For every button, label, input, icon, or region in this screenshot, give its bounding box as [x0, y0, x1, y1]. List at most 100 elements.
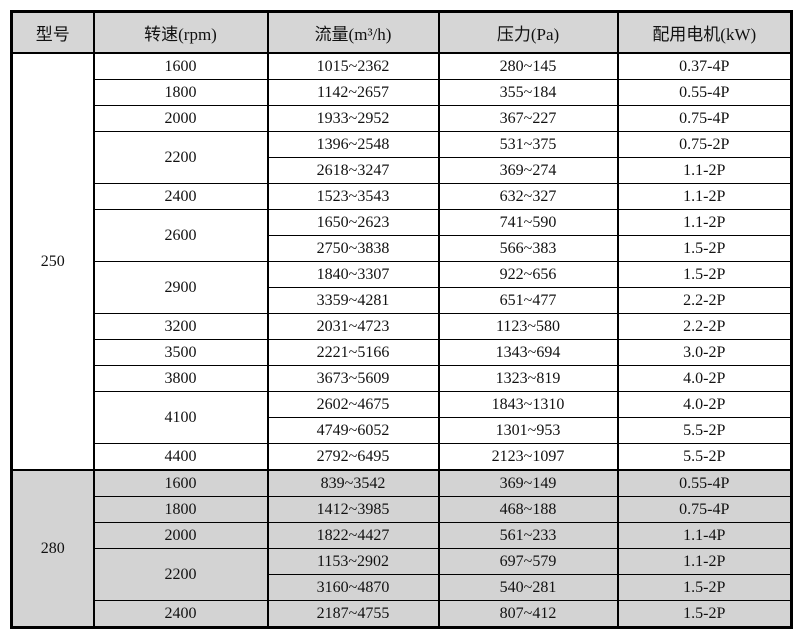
motor-cell: 2.2-2P [616, 287, 793, 314]
pressure-cell: 741~590 [437, 209, 619, 236]
table-row: 1800 1142~2657 355~184 0.55-4P [12, 79, 793, 106]
table-row: 1800 1412~3985 468~188 0.75-4P [12, 496, 793, 523]
model-cell: 280 [10, 469, 95, 628]
table-row: 2400 1523~3543 632~327 1.1-2P [12, 183, 793, 210]
header-cell-motor: 配用电机(kW) [616, 11, 793, 54]
model-cell: 250 [10, 52, 95, 471]
table-row: 4400 2792~6495 2123~1097 5.5-2P [12, 443, 793, 471]
table-row: 2900 1840~3307 922~656 1.5-2P [12, 261, 793, 314]
motor-cell: 1.1-2P [616, 183, 793, 210]
rpm-cell: 2200 [92, 131, 269, 184]
flow-cell: 1412~3985 [266, 496, 440, 523]
motor-cell: 1.5-2P [616, 600, 793, 628]
table-row: 2600 1650~2623 741~590 1.1-2P [12, 209, 793, 262]
motor-cell: 0.55-4P [616, 79, 793, 106]
table-body: 250 1600 1015~2362 280~145 0.37-4P 1800 1142~2… [10, 52, 793, 628]
pressure-cell: 1843~1310 [437, 391, 619, 418]
pressure-cell: 651~477 [437, 287, 619, 314]
motor-cell: 1.1-2P [616, 548, 793, 575]
rpm-cell: 2000 [92, 522, 269, 549]
table-row: 2400 2187~4755 807~412 1.5-2P [12, 600, 793, 628]
header-cell-rpm: 转速(rpm) [92, 11, 269, 54]
table-row: 2618~3247 369~274 1.1-2P [12, 157, 793, 184]
rpm-cell: 1600 [92, 52, 269, 80]
header-cell-pressure: 压力(Pa) [437, 11, 619, 54]
header-row: 型号 转速(rpm) 流量(m³/h) 压力(Pa) 配用电机(kW) [10, 11, 793, 54]
spec-table: 型号 转速(rpm) 流量(m³/h) 压力(Pa) 配用电机(kW) 250 1… [10, 10, 793, 629]
rpm-cell: 4100 [92, 391, 269, 444]
pressure-cell: 1343~694 [437, 339, 619, 366]
rpm-cell: 2900 [92, 261, 269, 314]
flow-cell: 839~3542 [266, 469, 440, 497]
pressure-cell: 280~145 [437, 52, 619, 80]
flow-cell: 3160~4870 [266, 574, 440, 601]
motor-cell: 5.5-2P [616, 417, 793, 444]
rpm-cell: 2200 [92, 548, 269, 601]
rpm-cell: 1600 [92, 469, 269, 497]
flow-cell: 2792~6495 [266, 443, 440, 471]
table-row: 4749~6052 1301~953 5.5-2P [12, 417, 793, 444]
rpm-cell: 2600 [92, 209, 269, 262]
flow-cell: 1015~2362 [266, 52, 440, 80]
motor-cell: 1.5-2P [616, 261, 793, 288]
pressure-cell: 540~281 [437, 574, 619, 601]
table-row: 3359~4281 651~477 2.2-2P [12, 287, 793, 314]
table-row: 3800 3673~5609 1323~819 4.0-2P [12, 365, 793, 392]
flow-cell: 1822~4427 [266, 522, 440, 549]
rpm-cell: 4400 [92, 443, 269, 471]
rpm-cell: 3500 [92, 339, 269, 366]
table-row: 2000 1822~4427 561~233 1.1-4P [12, 522, 793, 549]
pressure-cell: 561~233 [437, 522, 619, 549]
flow-cell: 1396~2548 [266, 131, 440, 158]
flow-cell: 2031~4723 [266, 313, 440, 340]
motor-cell: 1.5-2P [616, 574, 793, 601]
pressure-cell: 1123~580 [437, 313, 619, 340]
motor-cell: 1.1-2P [616, 157, 793, 184]
pressure-cell: 632~327 [437, 183, 619, 210]
table-row: 250 1600 1015~2362 280~145 0.37-4P [10, 52, 793, 471]
pressure-cell: 1323~819 [437, 365, 619, 392]
table-row: 2200 1153~2902 697~579 1.1-2P [12, 548, 793, 601]
table-row: 2750~3838 566~383 1.5-2P [12, 235, 793, 262]
pressure-cell: 2123~1097 [437, 443, 619, 471]
rpm-cell: 1800 [92, 79, 269, 106]
pressure-cell: 369~149 [437, 469, 619, 497]
rpm-cell: 2000 [92, 105, 269, 132]
flow-cell: 2618~3247 [266, 157, 440, 184]
flow-cell: 1142~2657 [266, 79, 440, 106]
pressure-cell: 807~412 [437, 600, 619, 628]
motor-cell: 0.37-4P [616, 52, 793, 80]
table-row: 2200 1396~2548 531~375 0.75-2P [12, 131, 793, 184]
flow-cell: 1933~2952 [266, 105, 440, 132]
flow-cell: 1153~2902 [266, 548, 440, 575]
flow-cell: 4749~6052 [266, 417, 440, 444]
pressure-cell: 531~375 [437, 131, 619, 158]
motor-cell: 1.5-2P [616, 235, 793, 262]
rpm-cell: 3800 [92, 365, 269, 392]
rpm-cell: 2400 [92, 183, 269, 210]
flow-cell: 3359~4281 [266, 287, 440, 314]
pressure-cell: 369~274 [437, 157, 619, 184]
motor-cell: 1.1-4P [616, 522, 793, 549]
motor-cell: 0.75-4P [616, 105, 793, 132]
table-row: 280 1600 839~3542 369~149 0.55-4P [10, 469, 793, 628]
rpm-cell: 3200 [92, 313, 269, 340]
motor-cell: 5.5-2P [616, 443, 793, 471]
pressure-cell: 468~188 [437, 496, 619, 523]
pressure-cell: 367~227 [437, 105, 619, 132]
header-cell-flow: 流量(m³/h) [266, 11, 440, 54]
motor-cell: 3.0-2P [616, 339, 793, 366]
motor-cell: 0.75-4P [616, 496, 793, 523]
rpm-cell: 2400 [92, 600, 269, 628]
flow-cell: 1840~3307 [266, 261, 440, 288]
motor-cell: 4.0-2P [616, 391, 793, 418]
motor-cell: 2.2-2P [616, 313, 793, 340]
flow-cell: 2221~5166 [266, 339, 440, 366]
pressure-cell: 566~383 [437, 235, 619, 262]
motor-cell: 0.55-4P [616, 469, 793, 497]
pressure-cell: 355~184 [437, 79, 619, 106]
flow-cell: 1650~2623 [266, 209, 440, 236]
pressure-cell: 697~579 [437, 548, 619, 575]
flow-cell: 1523~3543 [266, 183, 440, 210]
